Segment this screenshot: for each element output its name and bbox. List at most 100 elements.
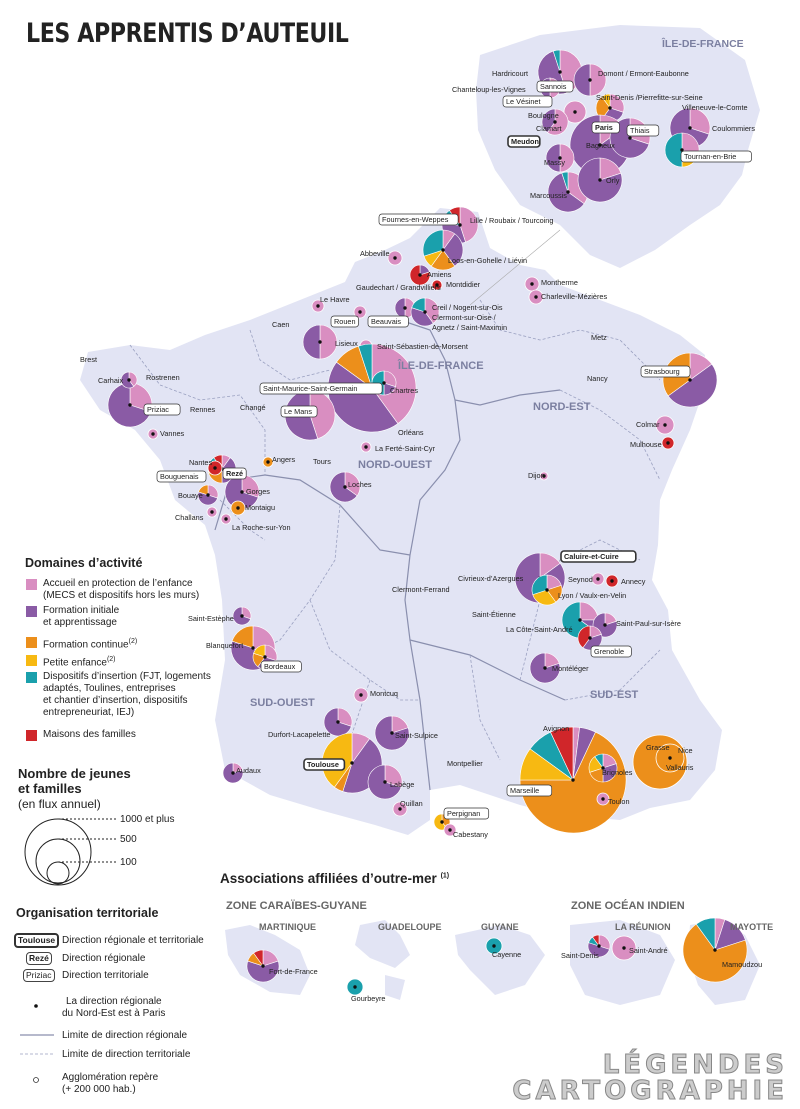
pie-center-dot [448,828,452,832]
activity-pie [655,743,685,773]
region-label: NORD-OUEST [358,459,432,471]
pie-slice-formation_initiale [222,762,244,784]
pie-center-dot [213,466,217,470]
pie-slice-protection [589,63,607,97]
pie-center-dot [663,423,667,427]
activity-pie [323,707,353,737]
orga-dt-label: Direction territoriale [62,970,149,981]
pie-slice-petite_enfance [601,93,611,109]
pie-slice-protection [128,371,138,387]
activity-pie [531,574,563,606]
place-label: Saint-Sulpice [395,731,438,740]
overseas-place-label: Gourbeyre [351,994,385,1003]
pie-center-dot [542,474,546,478]
place-label: Challans [175,513,204,522]
pie-center-dot [558,156,562,160]
activity-pie [222,762,244,784]
place-label: Changé [240,403,266,412]
pie-center-dot [597,944,601,948]
activity-pie [374,715,410,751]
direction-tag-frame [680,150,752,163]
guyane-land [455,925,545,995]
pie-center-dot [390,731,394,735]
activity-pie [302,324,338,360]
page-title: LES APPRENTIS D’AUTEUIL [26,18,349,49]
activity-pie [529,652,561,684]
pie-slice-protection [344,471,361,497]
activity-pie [577,157,623,203]
place-label: Vallauris [666,763,694,772]
region-label: ÎLE-DE-FRANCE [397,359,484,372]
activity-pie [197,484,219,506]
pie-center-dot [608,106,612,110]
place-label: Orléans [398,428,424,437]
direction-tag-frame [378,213,459,226]
place-label: Bagneux [586,141,615,150]
pie-center-dot [206,493,210,497]
place-label: Saint-Maurice-Saint-Germain [263,384,358,393]
pie-center-dot [628,136,632,140]
region-label: SUD-EST [590,689,639,701]
place-label: Massy [544,158,565,167]
orga-dr-label: Direction régionale et territoriale [62,935,204,946]
place-label: Le Vésinet [506,97,540,106]
place-label: Beauvais [371,317,401,326]
legend-swatch-insertion [26,672,37,683]
pie-slice-protection [559,143,575,173]
pie-center-dot [601,797,605,801]
logo-line-2: CARTOGRAPHIE [512,1076,788,1106]
pie-slice-formation_initiale [410,307,434,327]
reunion-land [570,920,675,1005]
place-label: Charleville-Mézières [541,292,607,301]
pie-center-dot [353,985,357,989]
place-label: Priziac [147,405,169,414]
pie-center-dot [251,646,255,650]
place-label: Lille / Roubaix / Tourcoing [470,216,553,225]
agglo-marker [33,1077,39,1083]
pie-center-dot [558,70,562,74]
place-label: Lisieux [335,339,358,348]
place-label: Fournes-en-Weppes [382,215,449,224]
orga-regional-limit-label: Limite de direction régionale [62,1030,188,1041]
place-label: Montaigu [245,503,275,512]
place-label: Annecy [621,577,646,586]
pie-center-dot [343,485,347,489]
pie-center-dot [398,807,402,811]
pie-slice-insertion [552,49,561,73]
pie-center-dot [383,780,387,784]
pie-slice-formation_initiale [602,763,618,783]
place-label: Metz [591,333,607,342]
overseas-place-label: Cayenne [492,950,521,959]
pie-slice-insertion [531,574,548,596]
pie-center-dot [588,78,592,82]
direction-tag-frame [260,660,302,673]
activity-pie [485,937,503,955]
size-legend-circle-mid [35,838,81,884]
place-label: Seynod [568,575,593,584]
place-label: Montdidier [446,280,481,289]
direction-tag-frame [259,382,383,395]
pie-center-dot [151,432,155,436]
direction-tag-frame [367,315,409,328]
place-label: Montéléger [552,664,589,673]
size-legend-subtitle: (en flux annuel) [18,797,101,811]
direction-tag-frame [506,784,553,797]
pie-slice-formation_initiale [197,491,218,506]
place-label: Colmar [636,420,660,429]
legend-label-insertion: Dispositifs d’insertion (FJT, logements a… [43,671,211,718]
pie-center-dot [382,381,386,385]
pie-slice-familles [253,949,264,967]
territory-mayotte: MAYOTTE [730,922,774,932]
pie-slice-formation_initiale [667,363,718,408]
pie-center-dot [231,771,235,775]
place-label: Le Havre [320,295,350,304]
place-label: Loos-en-Gohelle / Liévin [448,256,527,265]
legend-swatch-formation_initiale [26,606,37,617]
direction-tag-frame [222,467,247,480]
place-label: Grenoble [594,647,624,656]
pie-center-dot [358,310,362,314]
activity-pie [611,935,637,961]
orga-agglo-label-2: (+ 200 000 hab.) [62,1084,136,1095]
place-label: Orly [606,176,620,185]
